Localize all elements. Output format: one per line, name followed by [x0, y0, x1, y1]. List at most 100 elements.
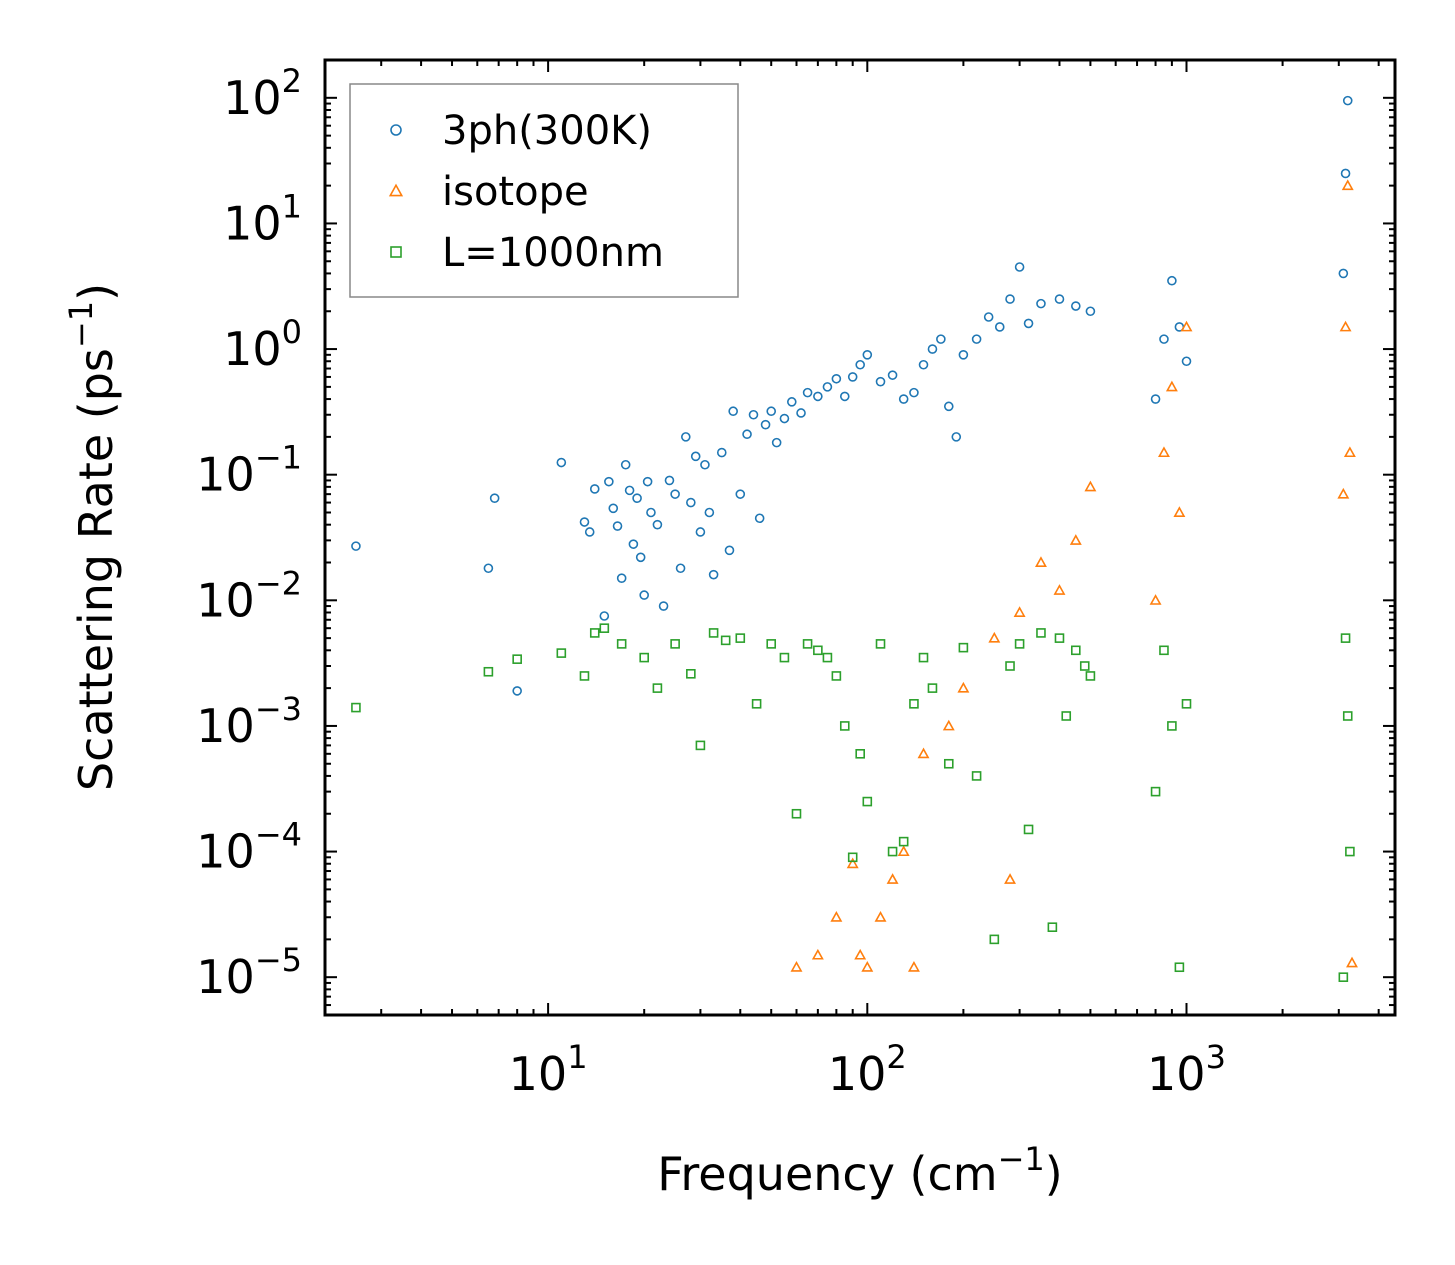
data-point: [690, 451, 701, 462]
data-point: [1150, 786, 1161, 797]
data-point: [628, 539, 639, 549]
data-point: [994, 322, 1005, 332]
data-point: [927, 344, 938, 354]
x-tick-label: 102: [828, 1038, 907, 1101]
data-point: [599, 623, 610, 633]
data-point: [766, 639, 777, 649]
x-tick-labels: 101 102 103: [509, 1038, 1226, 1101]
data-point: [791, 808, 802, 819]
data-point: [918, 359, 929, 370]
data-point: [855, 359, 865, 370]
data-point: [831, 373, 842, 384]
data-point: [700, 459, 710, 470]
data-point: [1054, 294, 1065, 304]
data-point: [918, 652, 929, 663]
data-point: [779, 413, 790, 424]
data-point: [847, 852, 858, 863]
data-point: [639, 590, 649, 600]
data-point: [751, 699, 762, 709]
data-point: [958, 642, 969, 653]
x-axis-label: Frequency (cm−1): [657, 1140, 1062, 1201]
data-point: [936, 334, 946, 344]
data-point: [754, 513, 765, 524]
data-point: [1339, 320, 1352, 332]
data-point: [813, 645, 823, 656]
tick-layer: [324, 59, 1395, 1015]
data-point: [831, 671, 842, 681]
data-point: [1036, 628, 1046, 638]
y-tick-label: 10−3: [196, 690, 302, 753]
data-point: [632, 493, 642, 503]
data-point: [556, 648, 567, 658]
data-point: [862, 796, 873, 807]
data-point: [680, 432, 691, 442]
legend-label: 3ph(300K): [442, 108, 652, 154]
data-point: [1338, 972, 1349, 982]
data-point: [652, 683, 663, 693]
data-point: [1005, 661, 1015, 671]
data-point: [1341, 179, 1354, 191]
data-point: [483, 666, 494, 677]
data-point: [1337, 487, 1350, 499]
y-tick-labels: 10−5 10−4 10−3 10−2 10−1 100 101 102: [196, 62, 302, 1004]
data-point: [675, 563, 686, 574]
data-point: [624, 485, 635, 496]
legend-marker-circle: [390, 124, 402, 136]
data-point: [988, 631, 1001, 643]
plot-area: [323, 58, 1397, 1017]
data-point: [887, 846, 898, 857]
data-point: [351, 541, 361, 551]
data-point: [943, 758, 954, 769]
data-point: [1036, 298, 1046, 309]
data-point: [646, 507, 656, 518]
series-layer: [351, 95, 1358, 982]
data-point: [483, 563, 494, 574]
data-point: [1053, 584, 1066, 595]
y-tick-label: 101: [223, 187, 302, 250]
data-point: [1342, 711, 1353, 721]
data-point: [909, 387, 919, 398]
data-point: [839, 391, 850, 402]
data-point: [983, 312, 994, 322]
data-point: [1023, 318, 1034, 329]
data-point: [579, 517, 590, 527]
data-point: [489, 493, 500, 503]
data-point: [1340, 168, 1351, 179]
data-point: [608, 503, 619, 514]
data-point: [704, 507, 715, 518]
data-point: [1004, 873, 1016, 884]
data-point: [1346, 956, 1358, 968]
data-point: [898, 394, 909, 404]
data-point: [670, 489, 680, 499]
data-point: [695, 740, 706, 751]
data-point: [943, 401, 954, 412]
data-point: [796, 408, 806, 418]
data-point: [1023, 824, 1034, 835]
data-point: [897, 845, 910, 857]
data-point: [1035, 556, 1047, 567]
data-point: [616, 573, 627, 583]
data-point: [771, 437, 782, 448]
data-point: [875, 376, 886, 387]
data-point: [1014, 639, 1025, 649]
data-point: [898, 836, 909, 847]
data-point: [1342, 95, 1353, 106]
data-point: [989, 934, 1000, 945]
data-point: [652, 519, 663, 530]
data-point: [716, 447, 727, 458]
axes-frame: [323, 58, 1397, 1017]
data-point: [742, 429, 752, 440]
legend-box: [349, 83, 739, 298]
data-point: [584, 527, 595, 537]
data-point: [612, 521, 623, 531]
legend-item: L=1000nm: [390, 230, 664, 276]
data-point: [1174, 962, 1185, 973]
x-tick-label: 103: [1147, 1038, 1226, 1101]
data-point: [779, 652, 790, 663]
data-point: [927, 683, 938, 693]
data-point: [708, 569, 719, 580]
data-point: [720, 635, 731, 646]
data-point: [1069, 534, 1082, 545]
data-point: [1071, 301, 1081, 311]
